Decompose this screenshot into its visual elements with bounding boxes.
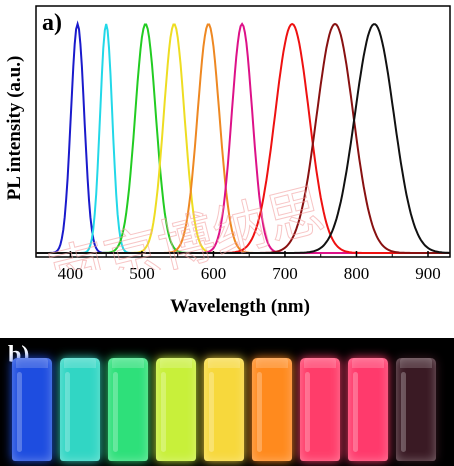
series-curves [36,20,450,254]
vial-shine [209,372,214,452]
vial-8 [348,358,388,461]
vial-9 [396,358,436,461]
vial-neck [304,358,336,368]
vial-shine [401,372,406,452]
x-tick-label: 400 [58,264,84,283]
x-tick-label: 600 [201,264,227,283]
x-tick-label: 700 [272,264,298,283]
x-axis-label: Wavelength (nm) [170,296,310,317]
vial-neck [208,358,240,368]
vial-7 [300,358,340,461]
vial-neck [400,358,432,368]
vial-neck [64,358,96,368]
vial-shine [305,372,310,452]
vial-neck [352,358,384,368]
vial-2 [60,358,100,461]
vial-neck [160,358,192,368]
panel-label-a: a) [42,10,62,36]
vial-shine [161,372,166,452]
plot-frame [35,5,451,258]
vial-shine [65,372,70,452]
y-axis-label: PL intensity (a.u.) [4,56,25,201]
vial-4 [156,358,196,461]
vial-neck [256,358,288,368]
vial-shine [113,372,118,452]
x-axis-ticks: 400 500 600 700 800 900 [58,251,441,283]
vials-photo: b) [0,338,454,466]
x-tick-label: 800 [344,264,370,283]
pl-spectra-chart: 400 500 600 700 800 900 a) Wavelength (nm) PL… [4,5,451,317]
vial-shine [17,372,22,452]
vial-5 [204,358,244,461]
vial-1 [12,358,52,461]
x-tick-label: 900 [415,264,441,283]
vial-6 [252,358,292,461]
vial-3 [108,358,148,461]
vial-shine [257,372,262,452]
spectrum-line-9 [36,23,450,254]
vial-neck [112,358,144,368]
vial-neck [16,358,48,368]
x-tick-label: 500 [129,264,155,283]
vial-shine [353,372,358,452]
